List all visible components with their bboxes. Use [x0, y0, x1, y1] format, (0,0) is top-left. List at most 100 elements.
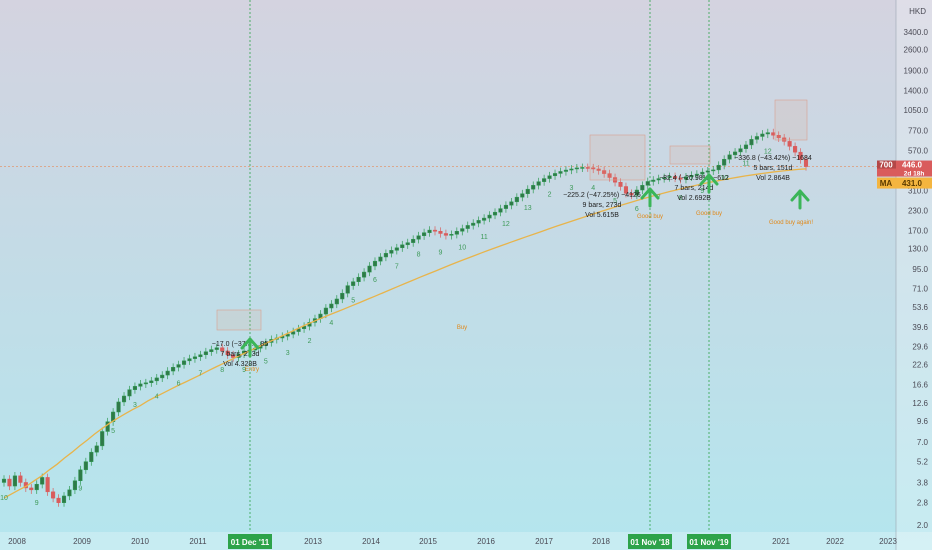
sequence-count: 9 — [78, 486, 82, 493]
last-price-value: 446.0 — [902, 161, 923, 170]
sequence-count: 5 — [613, 198, 617, 205]
ma-tag-label: MA — [880, 179, 893, 188]
price-tick-label: 71.0 — [912, 284, 928, 293]
candle-body — [198, 354, 203, 358]
candle-body — [667, 176, 672, 178]
sequence-count: 5 — [111, 428, 115, 435]
candle-body — [634, 189, 639, 196]
sequence-count: 11 — [742, 161, 749, 168]
candle-body — [569, 168, 574, 171]
sequence-count: 4 — [155, 394, 159, 401]
candle-body — [536, 181, 541, 186]
candle-body — [100, 431, 105, 447]
measure-box[interactable] — [669, 145, 711, 165]
candle-body — [400, 244, 405, 249]
candle-body — [138, 383, 143, 387]
sequence-count: 6 — [373, 277, 377, 284]
sequence-count: 8 — [679, 195, 683, 202]
time-marker-label: 01 Dec '11 — [231, 538, 270, 547]
price-tick-label: 2600.0 — [904, 46, 929, 55]
candle-body — [127, 389, 132, 397]
price-tick-label: 130.0 — [908, 244, 929, 253]
candle-body — [18, 475, 23, 483]
time-tick-label: 2010 — [131, 537, 149, 546]
ma-tag-value: 431.0 — [902, 179, 923, 188]
price-tick-label: 170.0 — [908, 226, 929, 235]
sequence-count: 13 — [524, 205, 532, 212]
annotation-tag: Entry — [245, 367, 259, 373]
sequence-count: 8 — [417, 252, 421, 259]
candle-body — [449, 234, 454, 236]
candle-body — [132, 386, 137, 390]
candle-body — [465, 225, 470, 229]
candle-body — [78, 469, 83, 481]
price-tick-label: 5.2 — [917, 458, 929, 467]
candle-body — [291, 331, 296, 335]
measure-box[interactable] — [216, 309, 262, 331]
measure-box[interactable] — [589, 134, 646, 181]
candle-body — [7, 478, 12, 487]
candle-body — [607, 173, 612, 178]
candle-body — [651, 179, 656, 182]
candle-body — [40, 477, 45, 485]
candle-body — [711, 169, 716, 172]
candle-body — [372, 260, 378, 267]
candle-body — [552, 173, 558, 177]
sequence-count: 3 — [286, 350, 290, 357]
candle-body — [694, 173, 699, 176]
candle-body — [542, 178, 547, 182]
measure-box[interactable] — [774, 99, 808, 141]
sequence-count: 9 — [700, 188, 704, 195]
measure-note: 5 bars, 151d — [754, 165, 793, 172]
price-tick-label: 12.6 — [912, 399, 928, 408]
time-tick-label: 2016 — [477, 537, 495, 546]
sequence-count: 7 — [395, 264, 399, 271]
price-tick-label: 7.0 — [917, 438, 929, 447]
candle-body — [547, 175, 552, 179]
candle-body — [591, 167, 596, 170]
buy-arrow-icon — [640, 187, 660, 208]
candle-body — [345, 285, 350, 294]
price-tick-label: 310.0 — [908, 187, 929, 196]
candle-body — [596, 168, 601, 171]
candle-body — [574, 167, 579, 170]
sequence-count: 9 — [242, 367, 246, 374]
candle-body — [558, 171, 563, 174]
candle-body — [749, 139, 754, 146]
price-tick-label: 2.0 — [917, 521, 929, 530]
candle-body — [803, 159, 809, 167]
time-tick-label: 2014 — [362, 537, 380, 546]
candle-body — [754, 136, 759, 140]
candle-body — [514, 196, 519, 203]
candle-body — [334, 298, 339, 305]
time-tick-label: 2023 — [879, 537, 897, 546]
candle-body — [443, 233, 448, 236]
price-axis[interactable] — [896, 0, 932, 550]
sequence-count: 2 — [548, 192, 552, 199]
candle-body — [509, 201, 514, 206]
time-marker-badge — [687, 534, 731, 549]
candle-body — [733, 151, 738, 156]
candle-body — [203, 351, 208, 355]
candle-body — [531, 185, 536, 190]
sequence-count: 10 — [720, 175, 728, 182]
candle-body — [645, 181, 650, 186]
time-marker-label: 01 Nov '19 — [689, 538, 729, 547]
candle-body — [378, 256, 383, 262]
bar-countdown: 2d 18h — [904, 171, 925, 178]
candle-body — [585, 167, 590, 169]
currency-label: HKD — [909, 7, 926, 16]
sequence-count: 8 — [220, 367, 224, 374]
candle-body — [705, 170, 710, 173]
candle-body — [454, 231, 459, 235]
candle-body — [411, 238, 416, 243]
moving-average-line — [3, 168, 807, 499]
candle-body — [602, 170, 607, 174]
symbol-code-bg — [877, 160, 896, 169]
candle-body — [432, 229, 438, 232]
measure-note: −17.0 (−37.3… 85 — [212, 341, 269, 348]
candle-body — [67, 489, 72, 497]
candle-body — [231, 354, 236, 358]
price-tick-label: 22.6 — [912, 360, 928, 369]
